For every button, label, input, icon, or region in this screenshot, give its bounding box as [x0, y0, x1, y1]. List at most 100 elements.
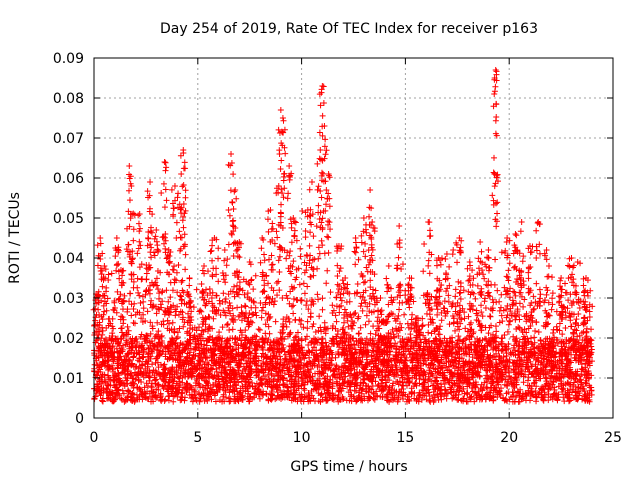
- data-point: [142, 317, 149, 324]
- data-point: [118, 357, 125, 364]
- data-point: [407, 331, 414, 338]
- data-point: [219, 324, 226, 331]
- data-point: [333, 363, 340, 370]
- data-point: [229, 347, 236, 354]
- data-point: [579, 337, 586, 344]
- data-point: [229, 388, 236, 395]
- data-point: [449, 395, 456, 402]
- data-point: [287, 329, 294, 336]
- data-point: [492, 256, 499, 263]
- data-point: [143, 332, 150, 339]
- data-point: [224, 383, 231, 390]
- data-point: [311, 357, 318, 364]
- data-point: [167, 354, 174, 361]
- data-point: [300, 324, 307, 331]
- data-point: [102, 378, 109, 385]
- data-point: [288, 349, 295, 356]
- data-point: [473, 355, 480, 362]
- data-point: [170, 384, 177, 391]
- data-point: [177, 357, 184, 364]
- data-point: [510, 333, 517, 340]
- data-point: [420, 268, 427, 275]
- data-point: [459, 373, 466, 380]
- data-point: [297, 356, 304, 363]
- data-point: [481, 275, 488, 282]
- data-point: [215, 373, 222, 380]
- data-point: [169, 371, 176, 378]
- data-point: [188, 395, 195, 402]
- data-point: [427, 398, 434, 405]
- data-point: [438, 396, 445, 403]
- data-point: [284, 384, 291, 391]
- data-point: [351, 366, 358, 373]
- data-point: [375, 356, 382, 363]
- data-point: [500, 354, 507, 361]
- data-point: [368, 372, 375, 379]
- data-point: [473, 381, 480, 388]
- data-point: [479, 313, 486, 320]
- data-point: [330, 367, 337, 374]
- data-point: [531, 305, 538, 312]
- data-point: [558, 385, 565, 392]
- data-point: [171, 374, 178, 381]
- data-point: [104, 295, 111, 302]
- data-point: [138, 362, 145, 369]
- data-point: [108, 353, 115, 360]
- data-point: [249, 358, 256, 365]
- data-point: [327, 376, 334, 383]
- data-point: [229, 305, 236, 312]
- data-point: [168, 304, 175, 311]
- data-point: [411, 355, 418, 362]
- data-point: [297, 297, 304, 304]
- data-point: [238, 332, 245, 339]
- data-point: [242, 327, 249, 334]
- data-point: [392, 362, 399, 369]
- data-point: [457, 307, 464, 314]
- data-point: [406, 378, 413, 385]
- data-point: [212, 398, 219, 405]
- data-point: [204, 385, 211, 392]
- data-point: [194, 365, 201, 372]
- data-point: [315, 358, 322, 365]
- data-point: [93, 362, 100, 369]
- data-point: [368, 378, 375, 385]
- data-point: [245, 388, 252, 395]
- data-point: [128, 301, 135, 308]
- data-point: [345, 341, 352, 348]
- data-point: [105, 357, 112, 364]
- data-point: [144, 363, 151, 370]
- data-point: [157, 361, 164, 368]
- data-point: [451, 380, 458, 387]
- data-point: [226, 327, 233, 334]
- data-point: [543, 375, 550, 382]
- data-point: [179, 341, 186, 348]
- data-point: [531, 380, 538, 387]
- data-point: [242, 303, 249, 310]
- data-point: [128, 397, 135, 404]
- data-point: [338, 297, 345, 304]
- data-point: [137, 299, 144, 306]
- data-point: [427, 369, 434, 376]
- data-point: [363, 312, 370, 319]
- data-point: [379, 373, 386, 380]
- data-point: [115, 390, 122, 397]
- data-point: [580, 321, 587, 328]
- data-point: [285, 371, 292, 378]
- data-point: [137, 370, 144, 377]
- data-point: [538, 385, 545, 392]
- data-point: [286, 353, 293, 360]
- data-point: [108, 337, 115, 344]
- data-point: [197, 384, 204, 391]
- data-point: [358, 361, 365, 368]
- data-point: [498, 249, 505, 256]
- data-point: [446, 347, 453, 354]
- data-point: [542, 371, 549, 378]
- data-point: [469, 374, 476, 381]
- data-point: [167, 294, 174, 301]
- data-point: [268, 379, 275, 386]
- data-point: [490, 346, 497, 353]
- data-point: [311, 362, 318, 369]
- data-point: [577, 344, 584, 351]
- data-point: [518, 368, 525, 375]
- data-point: [478, 396, 485, 403]
